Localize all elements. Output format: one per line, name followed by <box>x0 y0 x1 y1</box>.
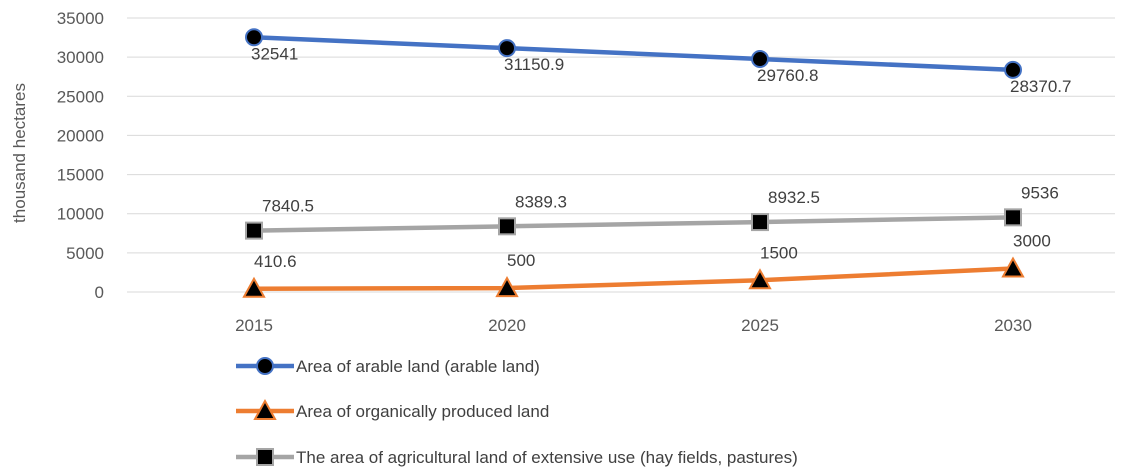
data-point <box>498 39 516 58</box>
legend: Area of arable land (arable land) Area of… <box>236 357 798 467</box>
y-axis-ticks: 0 5000 10000 15000 20000 25000 30000 35000 <box>57 9 104 302</box>
data-point <box>751 213 769 232</box>
legend-label: Area of organically produced land <box>296 402 549 421</box>
data-labels: 32541 31150.9 29760.8 28370.7 410.6 500 1500 30… <box>251 44 1071 271</box>
x-tick-label: 2020 <box>488 316 526 335</box>
legend-label: Area of arable land (arable land) <box>296 357 540 376</box>
data-label: 29760.8 <box>757 66 818 85</box>
legend-label: The area of agricultural land of extensi… <box>296 448 798 467</box>
y-tick-label: 25000 <box>57 87 104 106</box>
y-tick-label: 35000 <box>57 9 104 28</box>
data-point <box>1004 60 1022 79</box>
series <box>242 28 1025 298</box>
data-point <box>495 276 519 298</box>
data-label: 31150.9 <box>504 55 564 74</box>
data-label: 8932.5 <box>768 188 820 207</box>
data-label: 32541 <box>251 44 298 63</box>
series-1 <box>245 28 1022 79</box>
data-point <box>751 50 769 69</box>
data-label: 8389.3 <box>515 192 567 211</box>
series-line <box>251 215 1016 233</box>
legend-item: Area of organically produced land <box>236 398 549 421</box>
series-3 <box>245 208 1022 240</box>
data-point <box>748 268 772 290</box>
data-label: 3000 <box>1013 232 1051 251</box>
y-tick-label: 10000 <box>57 205 104 224</box>
data-label: 28370.7 <box>1010 77 1071 96</box>
data-point <box>245 28 263 47</box>
y-tick-label: 5000 <box>66 244 104 263</box>
data-point <box>242 276 266 298</box>
x-tick-label: 2030 <box>994 316 1032 335</box>
y-tick-label: 20000 <box>57 126 104 145</box>
legend-item: Area of arable land (arable land) <box>236 357 540 376</box>
legend-swatch-marker <box>256 357 274 375</box>
data-label: 9536 <box>1021 183 1059 202</box>
legend-swatch-marker <box>253 398 277 420</box>
data-label: 1500 <box>760 243 798 262</box>
series-2 <box>242 256 1025 298</box>
data-point <box>245 221 263 240</box>
y-axis-title: thousand hectares <box>10 83 29 223</box>
x-axis-ticks: 2015 2020 2025 2030 <box>235 316 1032 335</box>
data-point <box>498 217 516 236</box>
legend-swatch-marker <box>256 448 274 466</box>
series-line <box>251 35 1016 73</box>
data-label: 500 <box>507 251 535 270</box>
data-label: 7840.5 <box>262 197 314 216</box>
series-line <box>251 266 1016 292</box>
data-point <box>1001 256 1025 278</box>
x-tick-label: 2025 <box>741 316 779 335</box>
data-point <box>1004 208 1022 227</box>
gridlines <box>127 17 1115 293</box>
y-tick-label: 0 <box>95 283 104 302</box>
y-tick-label: 30000 <box>57 48 104 67</box>
data-label: 410.6 <box>254 252 297 271</box>
legend-item: The area of agricultural land of extensi… <box>236 448 798 467</box>
y-tick-label: 15000 <box>57 166 104 185</box>
x-tick-label: 2015 <box>235 316 273 335</box>
